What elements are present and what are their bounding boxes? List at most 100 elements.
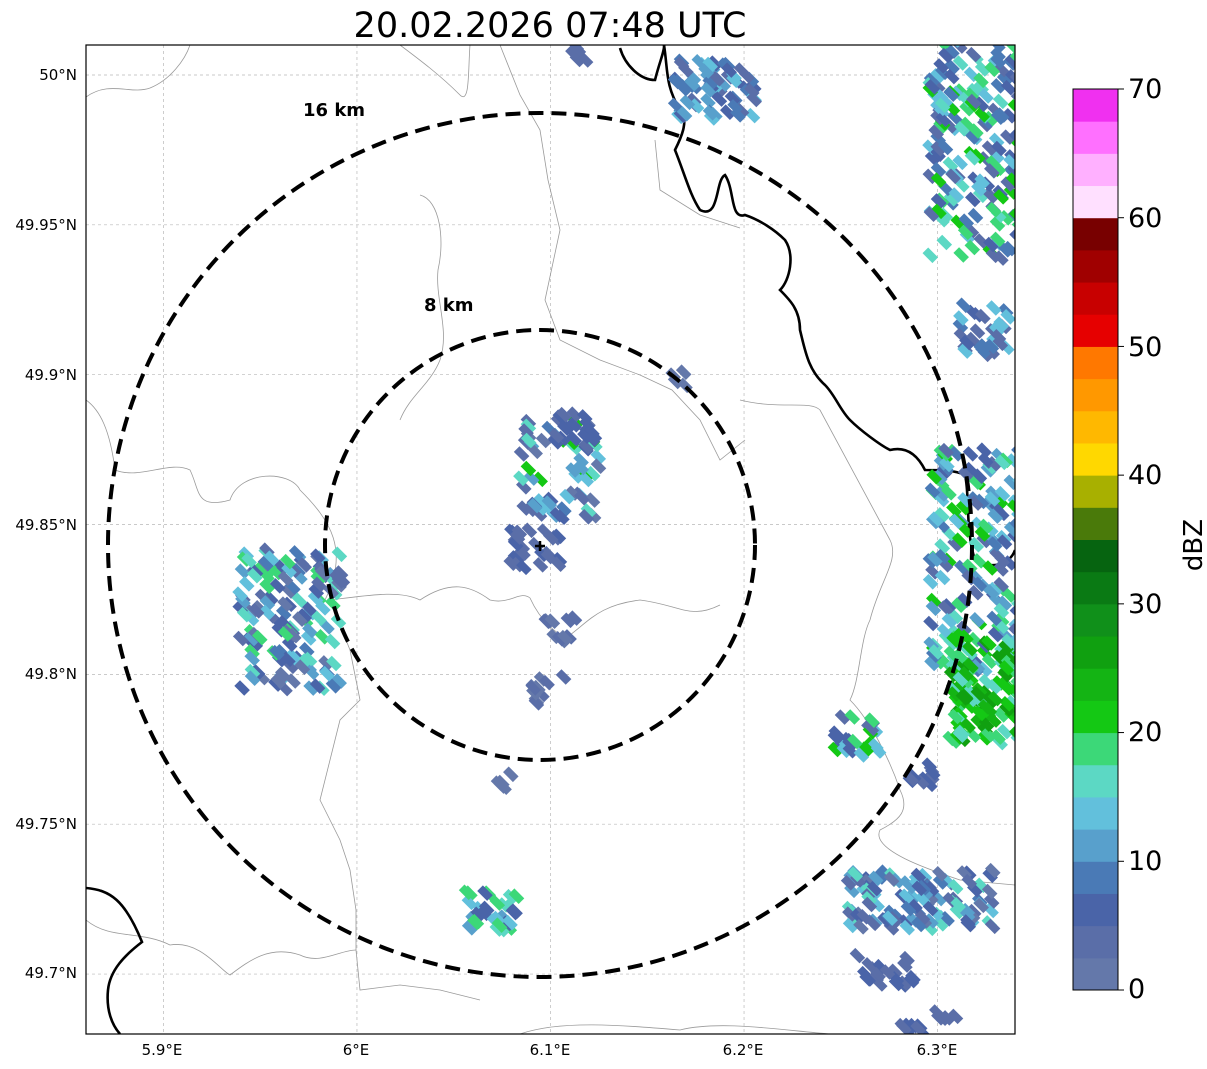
colorbar-tick-label: 50 bbox=[1128, 332, 1163, 363]
echo-pixel bbox=[866, 880, 883, 897]
echo-pixel bbox=[978, 88, 994, 104]
echo-pixel bbox=[502, 914, 518, 931]
range-ring-label-8km: 8 km bbox=[424, 295, 474, 316]
echo-pixel bbox=[930, 161, 947, 178]
echo-pixel bbox=[565, 462, 581, 478]
echo-pixel bbox=[932, 866, 948, 882]
echo-pixel bbox=[302, 622, 318, 639]
echo-pixel bbox=[934, 45, 950, 51]
echo-pixel bbox=[860, 970, 876, 987]
echo-pixel bbox=[896, 1020, 912, 1034]
lat-tick-label: 50°N bbox=[39, 66, 77, 84]
echo-pixel bbox=[1003, 521, 1015, 537]
echo-pixel bbox=[566, 417, 582, 433]
colorbar-segment bbox=[1073, 893, 1118, 927]
lat-tick-label: 49.85°N bbox=[15, 516, 77, 534]
echo-pixel bbox=[1007, 494, 1015, 510]
echo-pixel bbox=[733, 62, 750, 78]
echo-pixel bbox=[239, 576, 255, 592]
echo-pixel bbox=[858, 741, 874, 757]
lat-tick-label: 49.7°N bbox=[24, 964, 77, 982]
echo-pixel bbox=[962, 446, 979, 462]
echo-pixel bbox=[1009, 604, 1015, 621]
echo-pixel bbox=[491, 917, 508, 933]
echo-pixel bbox=[520, 418, 537, 435]
echo-pixel bbox=[981, 140, 998, 156]
echo-pixel bbox=[944, 68, 960, 85]
echo-pixel bbox=[1005, 453, 1015, 469]
echo-pixel bbox=[532, 557, 549, 573]
echo-pixel bbox=[947, 708, 964, 725]
echo-pixel bbox=[544, 613, 561, 629]
echo-pixel bbox=[310, 548, 326, 564]
echo-pixel bbox=[967, 474, 984, 490]
echo-pixel bbox=[516, 559, 532, 576]
echo-pixel bbox=[993, 561, 1009, 577]
echo-pixel bbox=[968, 536, 985, 553]
echo-pixel bbox=[315, 565, 331, 581]
echo-pixel bbox=[929, 68, 946, 84]
echo-pixel bbox=[897, 957, 913, 973]
echo-pixel bbox=[990, 329, 1007, 345]
echo-pixel bbox=[842, 917, 859, 934]
echo-pixel bbox=[925, 765, 941, 781]
echo-pixel bbox=[930, 172, 947, 188]
echo-pixel bbox=[898, 888, 915, 905]
colorbar-tick-label: 60 bbox=[1128, 203, 1163, 234]
echo-pixel bbox=[746, 91, 762, 108]
echo-pixel bbox=[578, 509, 595, 525]
echo-pixel bbox=[590, 458, 607, 474]
echo-pixel bbox=[578, 439, 594, 455]
echo-pixel bbox=[744, 83, 760, 99]
echo-pixel bbox=[577, 409, 593, 425]
colorbar-frame bbox=[1072, 88, 1119, 991]
echo-pixel bbox=[294, 659, 311, 675]
echo-pixel bbox=[1009, 517, 1015, 534]
echo-pixel bbox=[673, 56, 690, 72]
echo-pixel bbox=[983, 584, 1000, 600]
echo-pixel bbox=[1005, 172, 1015, 188]
echo-pixel bbox=[281, 636, 298, 652]
echo-pixel bbox=[489, 921, 506, 937]
echo-pixel bbox=[868, 737, 884, 754]
echo-pixel bbox=[983, 692, 999, 709]
echo-pixel bbox=[528, 695, 545, 711]
echo-pixel bbox=[996, 534, 1013, 550]
echo-pixel bbox=[952, 45, 968, 54]
echo-pixel bbox=[679, 94, 696, 111]
echo-pixel bbox=[985, 862, 1001, 879]
echo-pixel bbox=[590, 448, 607, 465]
echo-pixel bbox=[960, 717, 976, 734]
echo-pixel bbox=[332, 565, 349, 581]
echo-pixel bbox=[234, 680, 250, 696]
echo-pixel bbox=[259, 595, 276, 611]
echo-pixel bbox=[957, 224, 974, 241]
echo-pixel bbox=[570, 45, 587, 58]
echo-pixel bbox=[999, 680, 1015, 696]
echo-pixel bbox=[974, 61, 991, 77]
echo-pixel bbox=[973, 72, 989, 89]
echo-pixel bbox=[244, 650, 260, 667]
colorbar-tick-label: 70 bbox=[1128, 74, 1163, 105]
echo-pixel bbox=[917, 771, 933, 787]
echo-pixel bbox=[888, 975, 905, 992]
echo-pixel bbox=[1001, 633, 1015, 650]
echo-pixel bbox=[727, 99, 743, 115]
echo-pixel bbox=[977, 518, 994, 535]
echo-pixel bbox=[1008, 623, 1015, 639]
echo-pixel bbox=[308, 583, 325, 599]
echo-pixel bbox=[960, 914, 976, 930]
echo-pixel bbox=[870, 966, 886, 983]
echo-pixel bbox=[971, 468, 988, 484]
echo-pixel bbox=[325, 596, 341, 612]
echo-pixel bbox=[926, 592, 942, 609]
echo-pixel bbox=[902, 878, 918, 895]
echo-pixel bbox=[1002, 108, 1015, 124]
echo-pixel bbox=[331, 673, 347, 689]
echo-pixel bbox=[982, 560, 998, 576]
echo-pixel bbox=[671, 74, 687, 90]
echo-pixel bbox=[543, 530, 559, 546]
echo-pixel bbox=[508, 888, 525, 904]
echo-pixel bbox=[847, 866, 863, 882]
echo-pixel bbox=[939, 911, 955, 927]
